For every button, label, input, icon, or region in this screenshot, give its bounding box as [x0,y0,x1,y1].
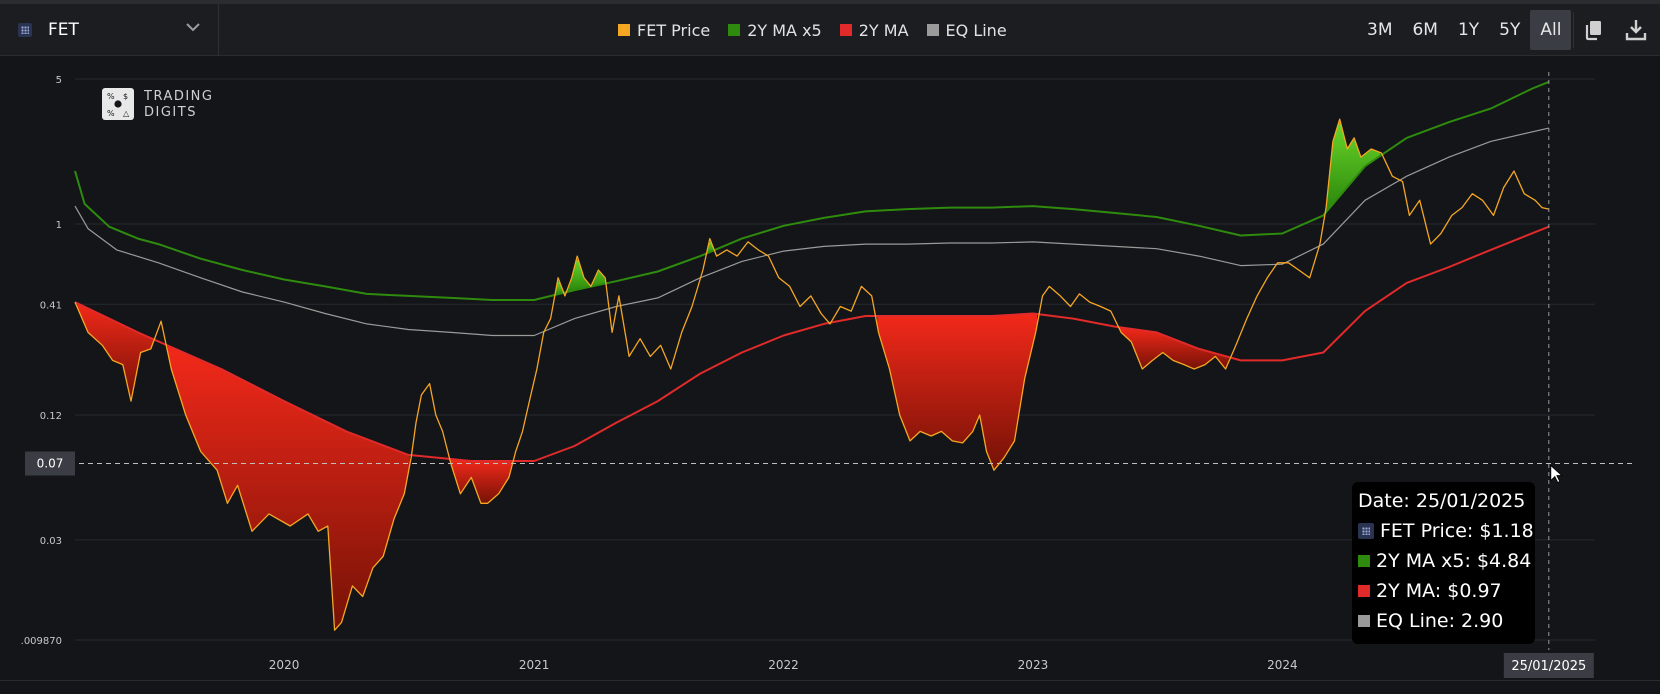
range-button-1y[interactable]: 1Y [1457,20,1480,40]
top-toolbar: FET FET Price 2Y MA x5 2Y MA EQ Line 3M … [0,0,1660,56]
crosshair-price-box [25,451,75,476]
range-button-6m[interactable]: 6M [1412,20,1438,40]
tooltip-swatch [1358,615,1370,627]
watermark-glyph: % [107,109,115,118]
legend-item-fet-price[interactable]: FET Price [618,21,710,40]
series-line-2y-ma-x5 [74,80,1550,301]
chart-legend: FET Price 2Y MA x5 2Y MA EQ Line [618,17,1007,43]
below-ma-fill [77,303,153,397]
watermark-text-line2: DIGITS [144,105,197,120]
below-ma-fill [1119,327,1229,369]
asset-selector[interactable]: FET [0,4,219,56]
legend-label: 2Y MA [858,20,909,40]
tooltip-row-ma5: 2Y MA x5: $4.84 [1358,550,1531,572]
y-tick-label: 0.03 [40,536,62,547]
series-line-2y-ma [74,225,1550,462]
below-ma-fill [167,345,410,629]
series-lines [74,80,1550,631]
legend-swatch [728,24,741,36]
below-ma-fill [449,458,513,504]
tooltip-ma: 2Y MA: $0.97 [1376,580,1502,602]
y-tick-label: 5 [56,75,62,86]
y-tick-label: 0.41 [40,300,62,311]
tooltip-eq: EQ Line: 2.90 [1376,610,1504,632]
bottom-border [0,680,1660,681]
x-tick-label: 2022 [768,658,799,672]
data-tooltip: Date: 25/01/2025 FET Price: $1.18 2Y MA … [1352,482,1535,644]
tooltip-swatch [1358,585,1370,597]
x-axis-labels: 2020 2021 2022 2023 2024 [269,658,1298,672]
tooltip-ma5: 2Y MA x5: $4.84 [1376,550,1532,572]
legend-swatch [839,24,852,36]
crosshair-price-label: 0.07 [37,457,64,471]
tooltip-swatch [1358,555,1370,567]
band-fills [77,121,1381,629]
y-tick-label: 0.12 [40,411,62,422]
range-button-3m[interactable]: 3M [1367,20,1393,40]
series-line-fet-price [74,118,1549,631]
tooltip-date: Date: 25/01/2025 [1358,490,1526,512]
legend-item-2y-ma[interactable]: 2Y MA [839,20,909,40]
trading-digits-watermark: % $ % △ TRADING DIGITS [102,88,213,120]
range-button-5y[interactable]: 5Y [1499,20,1521,40]
y-tick-label: 1 [56,220,62,231]
watermark-glyph: % [107,92,115,101]
fet-token-icon [1358,523,1374,539]
series-line-eq-line [74,127,1549,337]
watermark-text-line1: TRADING [143,89,213,104]
tooltip-row-ma: 2Y MA: $0.97 [1358,580,1502,602]
watermark-glyph: $ [123,92,128,101]
crosshair-date-box [1503,653,1594,678]
watermark-glyph: △ [123,109,130,118]
watermark-logo-dot [114,100,122,108]
copy-icon[interactable] [1582,18,1606,42]
x-tick-label: 2021 [519,658,550,672]
asset-name: FET [48,20,79,40]
y-tick-label: .009870 [21,636,62,647]
toolbar-divider [1573,12,1574,48]
legend-item-eq-line[interactable]: EQ Line [926,20,1007,40]
tooltip-row-eq: EQ Line: 2.90 [1358,610,1503,632]
mouse-cursor-icon [1550,464,1563,484]
above-ma5-fill [567,259,606,292]
range-button-all[interactable]: All [1530,10,1572,50]
above-ma5-fill [1325,121,1381,213]
legend-label: EQ Line [945,20,1007,40]
x-tick-label: 2023 [1018,658,1049,672]
legend-label: 2Y MA x5 [747,20,822,40]
legend-swatch [618,24,630,36]
price-chart[interactable]: 510.410.120.03.009870 2020 2021 2022 2023 20… [0,52,1660,680]
crosshair: 0.07 25/01/2025 [25,72,1632,678]
fet-token-icon [18,23,32,37]
legend-swatch [926,24,939,36]
crosshair-date-label: 25/01/2025 [1511,659,1586,674]
x-tick-label: 2020 [269,658,300,672]
below-ma-fill [877,313,1038,469]
chevron-down-icon[interactable] [184,18,202,36]
legend-item-2y-ma-x5[interactable]: 2Y MA x5 [728,21,822,40]
y-axis-labels: 5 1 0.41 0.12 0.03 .009870 [21,75,62,647]
range-selector: 3M 6M 1Y 5Y All [1357,10,1572,50]
tooltip-fet-price: FET Price: $1.18 [1380,520,1534,542]
x-tick-label: 2024 [1267,658,1298,672]
legend-label: FET Price [637,20,711,40]
download-icon[interactable] [1624,18,1648,42]
tooltip-row-fet-price: FET Price: $1.18 [1358,520,1534,542]
